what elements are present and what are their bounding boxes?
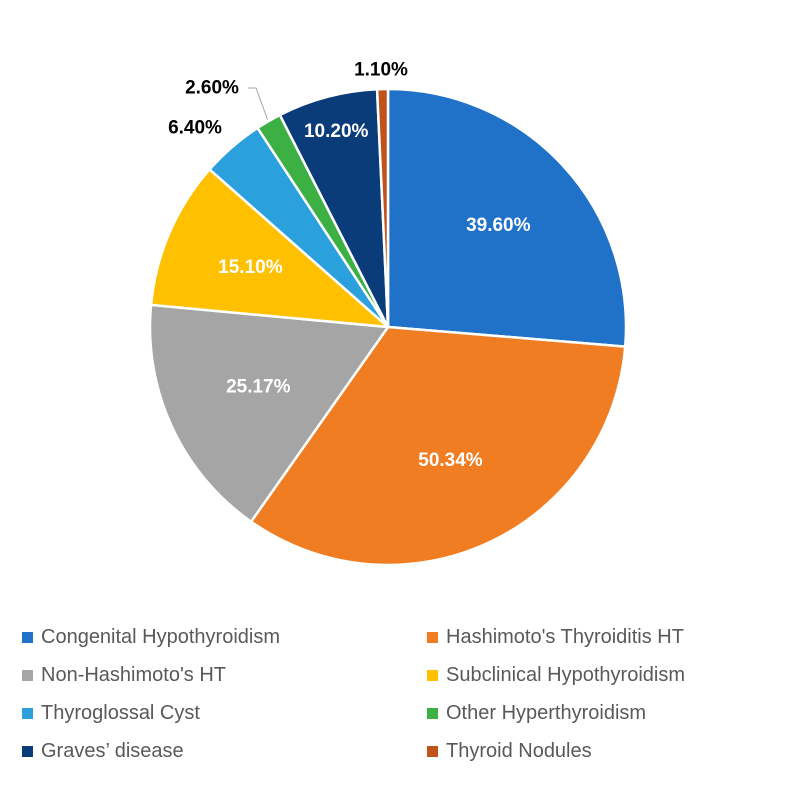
- legend-item: Hashimoto's Thyroiditis HT: [427, 626, 684, 649]
- legend-swatch: [22, 632, 33, 643]
- legend-swatch: [427, 746, 438, 757]
- legend-swatch: [427, 670, 438, 681]
- legend-swatch: [22, 746, 33, 757]
- data-label: 1.10%: [354, 60, 408, 81]
- data-label: 39.60%: [466, 215, 531, 236]
- legend-item: Non-Hashimoto's HT: [22, 664, 226, 687]
- legend-item: Graves’ disease: [22, 740, 184, 763]
- legend-label: Graves’ disease: [41, 740, 184, 762]
- legend-label: Non-Hashimoto's HT: [41, 664, 226, 686]
- legend-label: Thyroid Nodules: [446, 740, 592, 762]
- legend-swatch: [427, 708, 438, 719]
- pie-slice-hashimoto-s-thyroiditis-ht: [249, 325, 627, 567]
- legend-swatch: [427, 632, 438, 643]
- legend-label: Other Hyperthyroidism: [446, 702, 647, 724]
- data-label: 2.60%: [185, 78, 239, 99]
- data-label: 50.34%: [418, 450, 483, 471]
- legend-item: Subclinical Hypothyroidism: [427, 664, 685, 687]
- data-label: 10.20%: [304, 121, 369, 142]
- pie-slice-thyroid-nodules: [375, 87, 390, 329]
- legend-swatch: [22, 670, 33, 681]
- data-label: 15.10%: [218, 257, 283, 278]
- pie-slice-subclinical-hypothyroidism: [149, 168, 390, 329]
- legend-label: Thyroglossal Cyst: [41, 702, 200, 724]
- pie-slice-congenital-hypothyroidism: [386, 87, 628, 348]
- legend-label: Subclinical Hypothyroidism: [446, 664, 685, 686]
- leader-line: [248, 87, 268, 120]
- legend-swatch: [22, 708, 33, 719]
- legend-item: Thyroid Nodules: [427, 740, 592, 763]
- legend-label: Hashimoto's Thyroiditis HT: [446, 626, 684, 648]
- data-label: 6.40%: [168, 118, 222, 139]
- legend-item: Other Hyperthyroidism: [427, 702, 646, 725]
- pie-slice-non-hashimoto-s-ht: [148, 303, 390, 523]
- data-label: 25.17%: [226, 376, 291, 397]
- legend-item: Congenital Hypothyroidism: [22, 626, 280, 649]
- legend-item: Thyroglossal Cyst: [22, 702, 200, 725]
- legend-label: Congenital Hypothyroidism: [41, 626, 281, 648]
